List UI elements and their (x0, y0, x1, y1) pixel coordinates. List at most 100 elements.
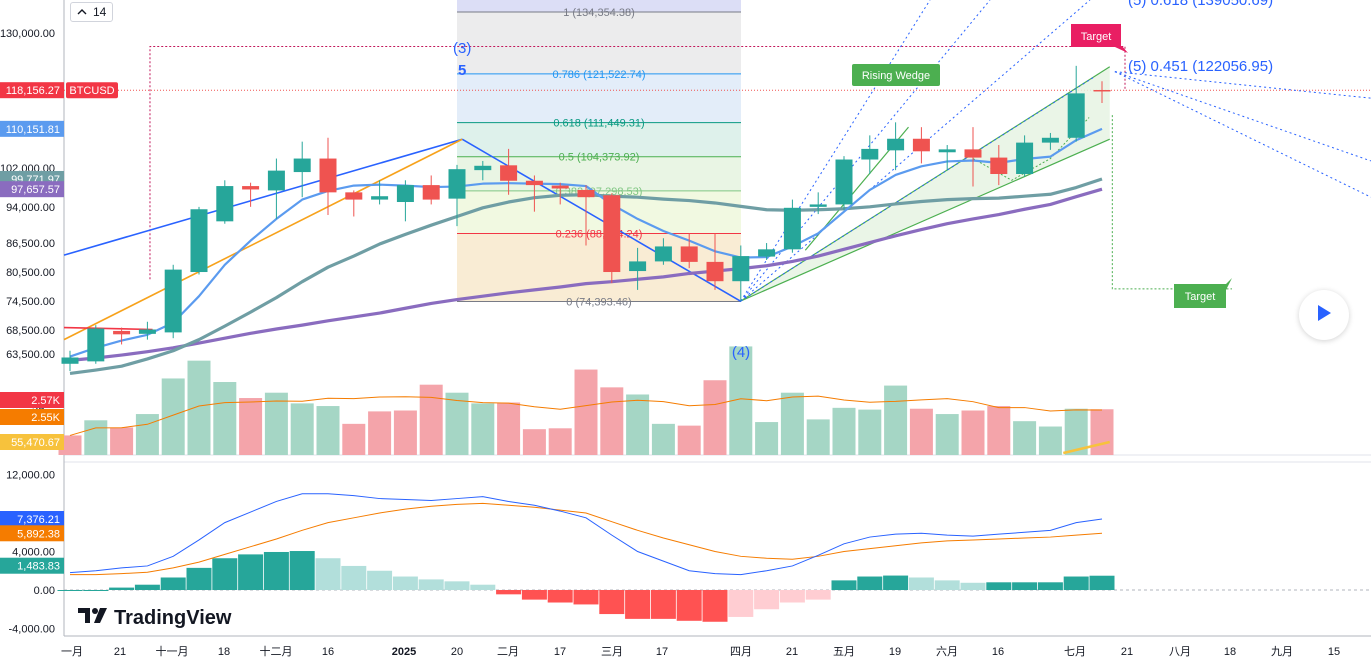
candle (1067, 65, 1085, 142)
macd-histogram-bar (109, 587, 135, 590)
candle (267, 158, 285, 219)
candle-body (680, 246, 698, 262)
time-tick-label: 六月 (936, 645, 958, 658)
macd-badge (0, 525, 64, 542)
candle-body (1041, 137, 1059, 143)
time-tick-label: 19 (889, 646, 901, 658)
macd-histogram-bar (599, 590, 625, 615)
macd-tick-label: 0.00 (34, 585, 55, 597)
price-badge (0, 82, 64, 99)
candle (190, 206, 208, 275)
candle-body (190, 209, 208, 273)
candle-body (267, 170, 285, 191)
trend-line-orange (63, 138, 463, 341)
macd-histogram-bar (1089, 575, 1115, 590)
macd-histogram-bar (908, 577, 934, 590)
volume-bar (342, 423, 366, 455)
macd-histogram-bar (573, 590, 599, 605)
fib-zone (457, 73, 741, 123)
wedge-upper-line (740, 66, 1111, 302)
candle (87, 325, 105, 364)
candle (577, 185, 595, 246)
macd-histogram-bar (212, 558, 238, 590)
volume-bar (574, 369, 598, 455)
target-bottom-label: Target (1185, 291, 1216, 303)
candle-body (732, 256, 750, 282)
rising-wedge-label: Rising Wedge (862, 70, 930, 82)
macd-badge-label: 7,376.21 (17, 514, 60, 526)
fib-zone (457, 11, 741, 74)
play-button[interactable] (1299, 290, 1349, 340)
price-tick-label: 86,500.00 (6, 238, 55, 250)
candle-body (964, 149, 982, 158)
macd-badge-label: 5,892.38 (17, 528, 60, 540)
volume-bar (445, 392, 469, 455)
time-tick-label: 九月 (1271, 645, 1293, 658)
macd-histogram-bar (676, 590, 702, 621)
candle (242, 182, 260, 207)
rising-wedge-badge (852, 64, 940, 86)
macd-histogram-bar (1037, 582, 1063, 590)
macd-histogram-bar (160, 577, 186, 590)
macd-histogram-bar (57, 590, 83, 591)
volume-badge (0, 392, 64, 408)
macd-histogram-bar (728, 590, 754, 617)
symbol-badge (66, 82, 118, 99)
price-badge-label: 110,151.81 (6, 124, 60, 136)
volume-bar (419, 384, 443, 455)
macd-histogram-bar (315, 558, 341, 590)
time-tick-label: 15 (1328, 646, 1340, 658)
volume-bar (651, 423, 675, 455)
time-tick-label: 16 (992, 646, 1004, 658)
volume-average-line (69, 395, 1103, 436)
candle (990, 145, 1008, 186)
target-top-label: Target (1081, 31, 1112, 43)
time-tick-label: 17 (554, 646, 566, 658)
volume-bar (187, 360, 211, 455)
macd-histogram-bar (392, 576, 418, 590)
time-tick-label: 三月 (601, 646, 623, 658)
candle (500, 148, 518, 195)
time-tick-label: 十一月 (156, 644, 189, 658)
target-fan-line (1114, 71, 1371, 162)
time-tick-label: 20 (451, 646, 463, 658)
candle-body (396, 185, 414, 203)
volume-bar (858, 409, 882, 455)
fib-level-label: 0.236 (88,484.24) (556, 228, 643, 240)
candle (138, 321, 156, 340)
price-tick-label: 74,500.00 (6, 296, 55, 308)
volume-bar (832, 407, 856, 455)
price-tick-label: 80,500.00 (6, 267, 55, 279)
trend-line (63, 138, 463, 256)
candle-body (1016, 142, 1034, 175)
tradingview-logo[interactable]: TradingView (78, 606, 231, 630)
macd-badge-label: 1,483.83 (17, 561, 60, 573)
price-tick-label: 130,000.00 (0, 28, 55, 40)
price-tick-label: 94,000.00 (6, 202, 55, 214)
candle (964, 127, 982, 187)
candle-body (87, 328, 105, 362)
price-badge (0, 181, 64, 198)
volume-bar (110, 427, 134, 455)
target-top-badge (1071, 24, 1128, 53)
time-tick-label: 17 (656, 646, 668, 658)
candle (1041, 132, 1059, 150)
volume-bar (987, 406, 1011, 455)
macd-histogram-bar (805, 590, 831, 600)
macd-histogram-bar (470, 584, 496, 590)
target-bottom-badge (1174, 278, 1232, 308)
wave-label-4: (4) (732, 344, 750, 361)
time-tick-label: 2025 (392, 646, 416, 658)
wave-label-3: (3) (453, 40, 471, 57)
time-tick-label: 二月 (497, 646, 519, 658)
interval-button[interactable]: 14 (70, 2, 114, 22)
volume-bar (161, 378, 185, 455)
volume-bar (522, 429, 546, 455)
candle-body (448, 169, 466, 199)
candle-body (113, 330, 131, 335)
candle-body (525, 180, 543, 186)
wedge-projection-line (972, 117, 1090, 181)
candle-body (577, 189, 595, 198)
time-tick-label: 五月 (833, 646, 855, 658)
